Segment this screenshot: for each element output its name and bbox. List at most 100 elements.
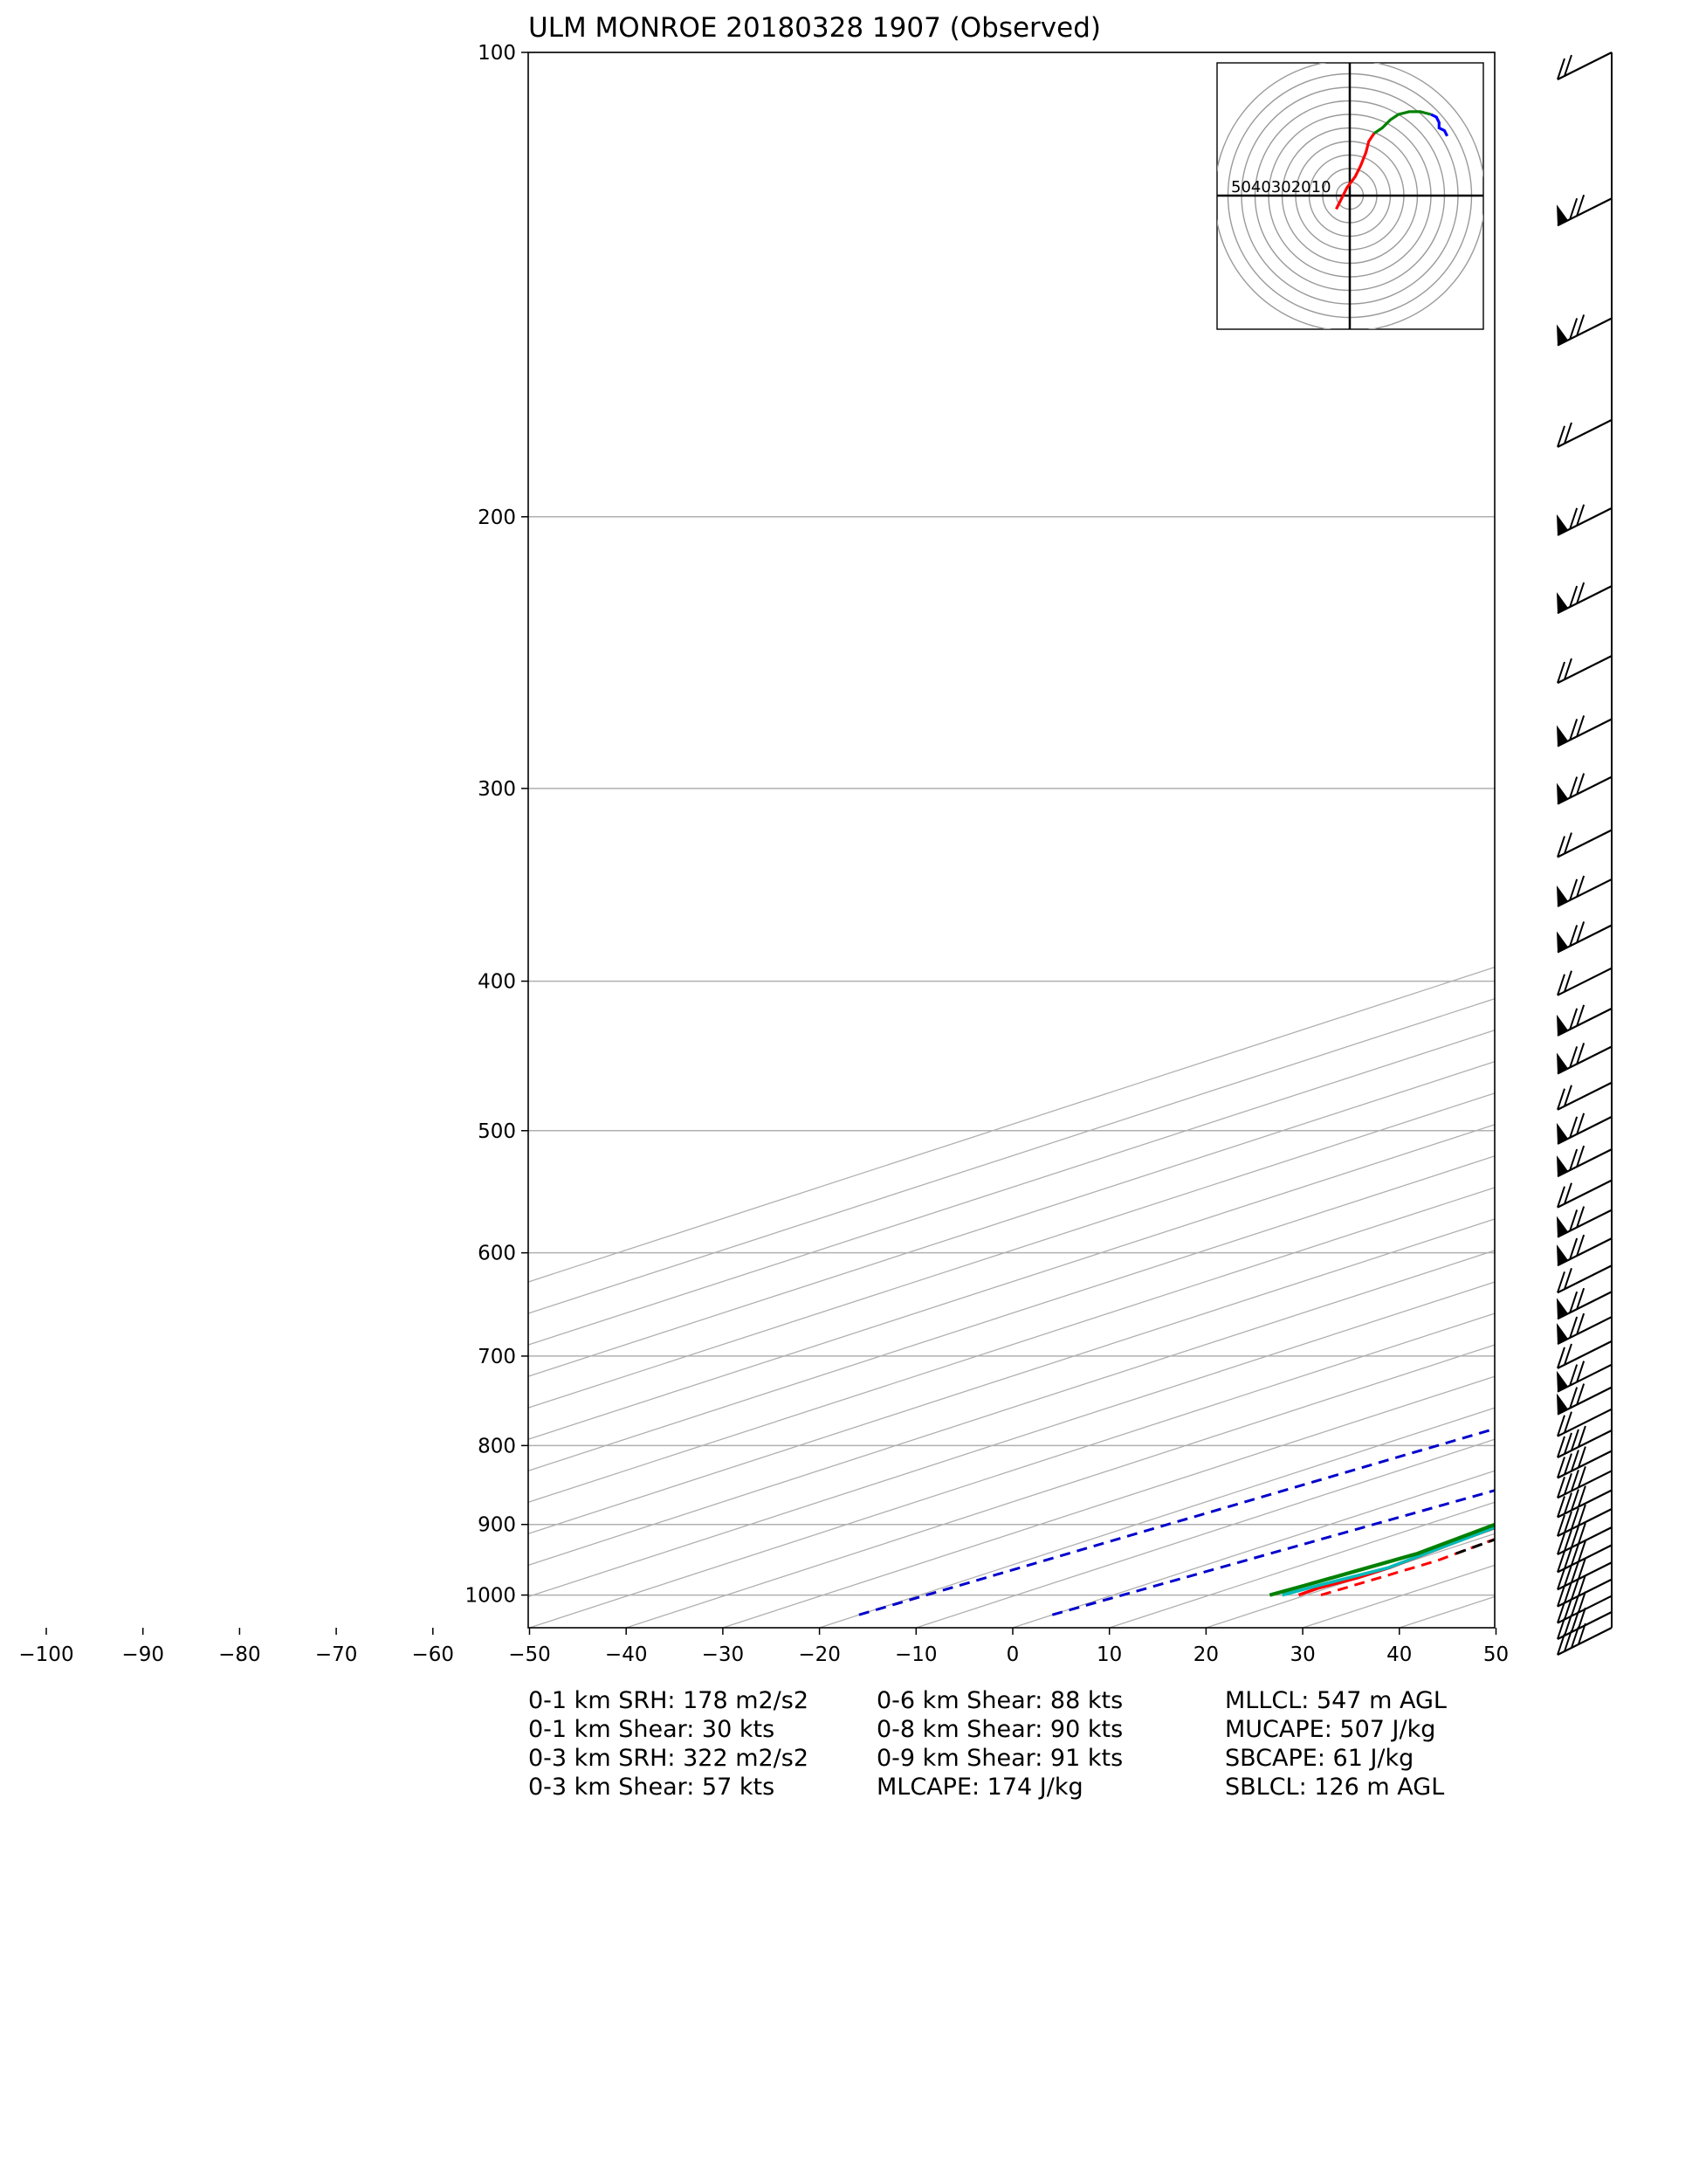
stat-0-9-shear: 0-9 km Shear: 91 kts	[877, 1745, 1123, 1772]
wind-barb	[1557, 1113, 1613, 1145]
isotherm	[528, 1092, 1495, 1409]
wind-barb	[1557, 1340, 1613, 1369]
t-tick-label: −50	[508, 1643, 551, 1666]
pressure-axis: 100 200 300 400 500 600 700 800 900 1000	[464, 42, 528, 1608]
series-virtual-temperature	[1282, 1526, 1495, 1597]
stat-mlcape: MLCAPE: 174 J/kg	[877, 1774, 1083, 1801]
hodograph-inset: 5040302010	[1216, 62, 1484, 330]
wind-barbs	[1557, 52, 1613, 1656]
t-tick-label: 10	[1097, 1643, 1122, 1666]
t-tick-label: −70	[315, 1643, 358, 1666]
stat-0-3-srh: 0-3 km SRH: 322 m2/s2	[528, 1745, 808, 1772]
wind-barb	[1557, 773, 1613, 805]
p-tick-label: 700	[478, 1346, 516, 1368]
isotherm	[1496, 52, 1699, 1628]
p-tick-label: 300	[478, 778, 516, 801]
wind-barb	[1557, 875, 1613, 907]
stat-mucape: MUCAPE: 507 J/kg	[1225, 1716, 1435, 1743]
chart-title: ULM MONROE 20180328 1907 (Observed)	[528, 12, 1101, 44]
wind-barb	[1557, 921, 1613, 954]
isotherm	[528, 1281, 1495, 1598]
p-tick-label: 400	[478, 971, 516, 994]
t-tick-label: −60	[412, 1643, 455, 1666]
wind-barb	[1557, 1591, 1613, 1624]
p-tick-label: 100	[478, 42, 516, 65]
t-tick-label: 30	[1290, 1643, 1315, 1666]
wind-barb	[1557, 1361, 1613, 1393]
grid-layer	[528, 52, 1699, 1628]
mixing-ratio-line-1	[1051, 1489, 1495, 1616]
isotherm	[528, 1250, 1495, 1567]
hodograph-green-trace	[1373, 110, 1432, 135]
t-tick-label: −90	[121, 1643, 164, 1666]
p-tick-label: 600	[478, 1243, 516, 1265]
wind-barb	[1557, 314, 1613, 347]
stat-sbcape: SBCAPE: 61 J/kg	[1225, 1745, 1414, 1772]
wind-barb	[1557, 1485, 1613, 1519]
wind-barb	[1557, 1081, 1613, 1111]
wind-barb	[1557, 829, 1613, 858]
wind-barb	[1557, 1206, 1613, 1238]
t-tick-label: 20	[1193, 1643, 1219, 1666]
p-tick-label: 500	[478, 1120, 516, 1143]
wind-barb	[1557, 1234, 1613, 1267]
wind-barb	[1557, 582, 1613, 615]
wind-barb	[1557, 1574, 1613, 1608]
wind-barb	[1557, 1004, 1613, 1037]
p-tick-label: 1000	[464, 1585, 516, 1608]
isotherm	[528, 1187, 1495, 1504]
p-tick-label: 200	[478, 506, 516, 529]
wind-barb	[1557, 418, 1613, 448]
wind-barb	[1557, 655, 1613, 685]
t-tick-label: −30	[702, 1643, 745, 1666]
stat-0-1-shear: 0-1 km Shear: 30 kts	[528, 1716, 774, 1743]
wind-barb	[1557, 1504, 1613, 1538]
isotherm	[528, 1061, 1495, 1377]
t-tick-label: 50	[1483, 1643, 1509, 1666]
stat-0-8-shear: 0-8 km Shear: 90 kts	[877, 1716, 1123, 1743]
wind-barb	[1557, 1446, 1613, 1479]
t-tick-label: −20	[798, 1643, 841, 1666]
temperature-axis: −100 −90 −80 −70 −60 −50 −40 −30 −20 −10 0 10 20 30 40…	[18, 1628, 1509, 1666]
hodograph-blue-trace	[1430, 113, 1449, 137]
wind-barb	[1557, 504, 1613, 536]
wind-barb	[1557, 1466, 1613, 1499]
wind-barb	[1557, 1622, 1613, 1656]
series-parcel-surface	[1320, 1538, 1495, 1597]
stat-0-6-shear: 0-6 km Shear: 88 kts	[877, 1687, 1123, 1714]
t-tick-label: −80	[218, 1643, 261, 1666]
wind-barb	[1557, 1264, 1613, 1294]
wind-barb	[1557, 1287, 1613, 1320]
stat-sblcl: SBLCL: 126 m AGL	[1225, 1774, 1444, 1801]
isotherm	[529, 1312, 1495, 1628]
p-tick-label: 800	[478, 1435, 516, 1457]
t-tick-label: 40	[1386, 1643, 1412, 1666]
plot-frame	[527, 52, 1496, 1629]
wind-barb	[1557, 1145, 1613, 1178]
wind-barb	[1557, 715, 1613, 748]
wind-barb	[1557, 1179, 1613, 1209]
wind-barb	[1557, 1043, 1613, 1075]
hodograph-red-trace	[1335, 132, 1376, 210]
t-tick-label: −10	[895, 1643, 938, 1666]
t-tick-label: −100	[18, 1643, 73, 1666]
wind-barb	[1557, 1383, 1613, 1416]
isotherm	[528, 1155, 1495, 1471]
isotherm	[1592, 52, 1699, 1628]
wind-barb	[1557, 1425, 1613, 1458]
wind-barb	[1557, 194, 1613, 227]
isotherm	[625, 1344, 1495, 1628]
wind-barb	[1557, 1408, 1613, 1437]
stat-0-1-srh: 0-1 km SRH: 178 m2/s2	[528, 1687, 808, 1714]
wind-barb	[1557, 1312, 1613, 1346]
wind-barb	[1557, 967, 1613, 996]
p-tick-label: 900	[478, 1514, 516, 1537]
t-tick-label: 0	[1007, 1643, 1020, 1666]
hodograph-ring-labels: 5040302010	[1231, 178, 1331, 196]
isotherm	[528, 1218, 1495, 1535]
stats-block: 0-1 km SRH: 178 m2/s2 0-1 km Shear: 30 k…	[528, 1687, 1447, 1801]
stat-0-3-shear: 0-3 km Shear: 57 kts	[528, 1774, 774, 1801]
wind-barb	[1557, 52, 1613, 80]
stat-mllcl: MLLCL: 547 m AGL	[1225, 1687, 1447, 1714]
